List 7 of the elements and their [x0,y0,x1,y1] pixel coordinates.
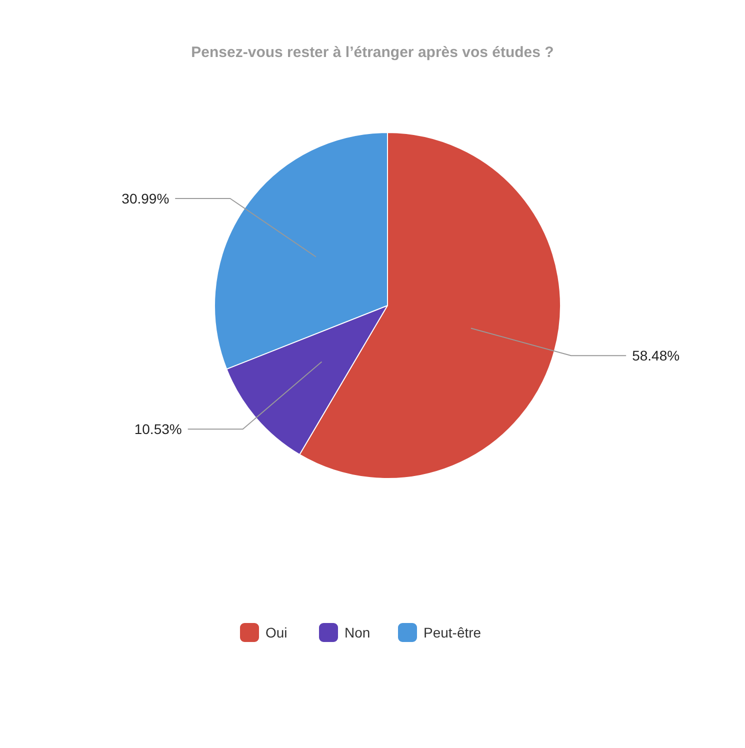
data-label: 10.53% [134,421,182,438]
legend-label: Non [344,624,370,640]
data-label: 58.48% [632,348,680,364]
data-label: 30.99% [122,190,170,206]
chart-title: Pensez-vous rester à l’étranger après vos études ? [191,44,554,61]
legend-label: Peut-être [424,624,482,640]
legend-label: Oui [266,624,288,640]
